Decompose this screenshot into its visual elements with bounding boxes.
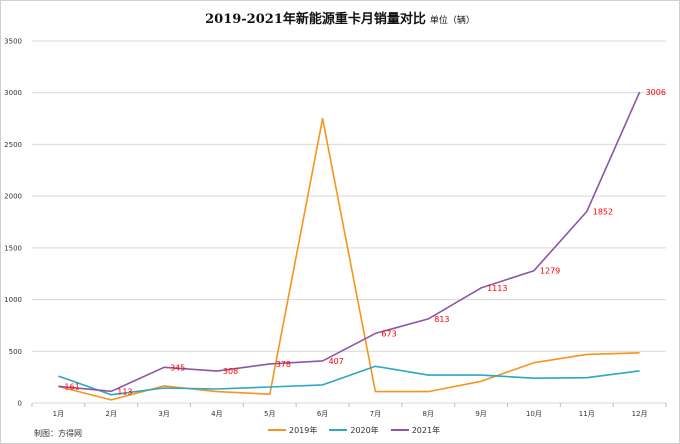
data-label: 308 bbox=[223, 367, 238, 376]
series-line bbox=[58, 117, 640, 401]
y-tick-label: 2500 bbox=[4, 141, 22, 149]
x-tick-label: 5月 bbox=[264, 410, 275, 418]
legend-label: 2020年 bbox=[350, 425, 379, 435]
x-tick-label: 4月 bbox=[211, 410, 222, 418]
y-tick-label: 1500 bbox=[4, 244, 22, 252]
data-label: 407 bbox=[329, 357, 344, 366]
series-line bbox=[58, 91, 641, 393]
legend-swatch bbox=[329, 429, 348, 431]
x-tick-label: 1月 bbox=[53, 410, 64, 418]
title-row: 2019-2021年新能源重卡月销量对比 单位（辆） bbox=[0, 8, 680, 27]
data-label: 113 bbox=[117, 387, 132, 396]
legend-swatch bbox=[268, 429, 286, 431]
legend-label: 2021年 bbox=[411, 425, 441, 435]
chart-unit: 单位（辆） bbox=[429, 16, 475, 26]
y-tick-label: 0 bbox=[18, 400, 22, 408]
x-tick-label: 12月 bbox=[632, 410, 648, 418]
chart-title: 2019-2021年新能源重卡月销量对比 bbox=[205, 12, 426, 27]
y-tick-label: 2000 bbox=[4, 193, 22, 201]
data-label: 1279 bbox=[540, 267, 560, 276]
x-tick-label: 11月 bbox=[579, 410, 595, 418]
credit-text: 制图：方得网 bbox=[34, 429, 82, 438]
legend-item: 2021年 bbox=[390, 425, 441, 436]
y-tick-label: 1000 bbox=[4, 296, 22, 304]
legend: 2019年 2020年 2021年 bbox=[268, 424, 440, 436]
x-tick-label: 7月 bbox=[370, 410, 381, 418]
data-label: 1113 bbox=[487, 284, 507, 293]
x-tick-label: 2月 bbox=[106, 410, 117, 418]
legend-item: 2020年 bbox=[329, 425, 379, 436]
data-label: 673 bbox=[381, 329, 396, 338]
data-label: 3006 bbox=[646, 88, 666, 97]
data-label: 1852 bbox=[593, 207, 613, 216]
y-tick-label: 3500 bbox=[4, 38, 22, 46]
data-label: 345 bbox=[170, 363, 185, 372]
x-tick-label: 3月 bbox=[158, 410, 169, 418]
legend-label: 2019年 bbox=[289, 425, 318, 435]
data-label: 378 bbox=[276, 360, 291, 369]
legend-item: 2019年 bbox=[268, 425, 317, 436]
x-tick-label: 8月 bbox=[423, 410, 434, 418]
legend-swatch bbox=[390, 429, 409, 431]
y-tick-label: 3000 bbox=[4, 89, 22, 97]
x-tick-label: 6月 bbox=[317, 410, 328, 418]
y-tick-label: 500 bbox=[9, 348, 22, 356]
data-label: 813 bbox=[434, 315, 449, 324]
x-tick-label: 10月 bbox=[526, 410, 542, 418]
series-line bbox=[58, 365, 640, 396]
data-label: 161 bbox=[64, 382, 79, 391]
x-tick-label: 9月 bbox=[475, 410, 486, 418]
